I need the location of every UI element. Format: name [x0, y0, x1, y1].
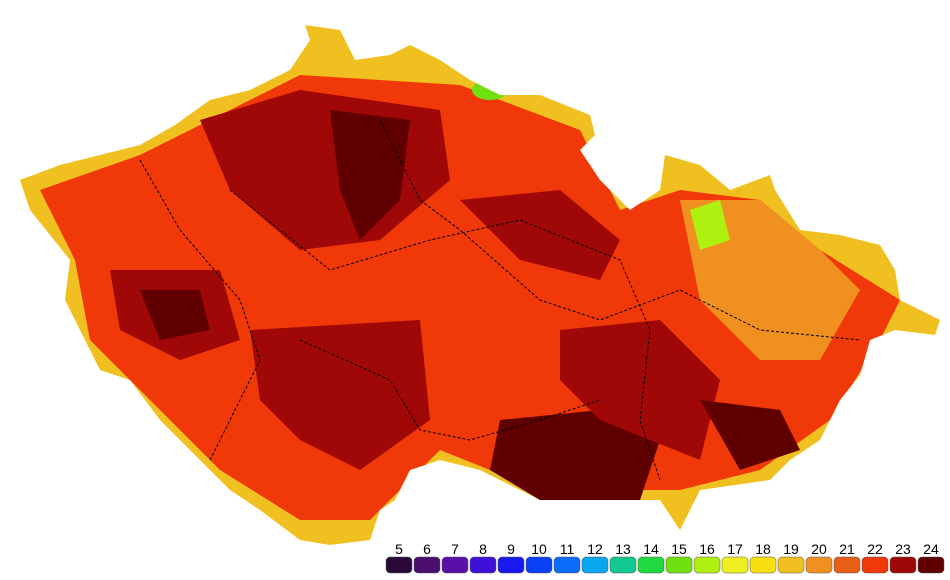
- legend-swatch: [805, 556, 833, 574]
- legend-swatch: [609, 556, 637, 574]
- legend-swatch: [777, 556, 805, 574]
- legend-label: 14: [643, 541, 659, 557]
- legend-swatch: [721, 556, 749, 574]
- region-border: [379, 119, 861, 341]
- legend-label: 21: [839, 541, 855, 557]
- legend-label: 12: [587, 541, 603, 557]
- legend-swatch: [637, 556, 665, 574]
- field-hottest: [330, 110, 410, 240]
- legend-swatch: [693, 556, 721, 574]
- legend-swatch: [749, 556, 777, 574]
- legend-swatch: [553, 556, 581, 574]
- legend-label: 22: [867, 541, 883, 557]
- legend-swatch: [497, 556, 525, 574]
- legend-swatch: [917, 556, 945, 574]
- legend-label: 17: [727, 541, 743, 557]
- legend-swatch: [413, 556, 441, 574]
- region-border: [299, 339, 601, 441]
- legend-swatch: [889, 556, 917, 574]
- legend-label: 18: [755, 541, 771, 557]
- field-hot: [460, 190, 620, 280]
- legend-label: 23: [895, 541, 911, 557]
- field-mountain: [472, 80, 508, 100]
- legend-label: 10: [531, 541, 547, 557]
- legend-swatch: [861, 556, 889, 574]
- legend-swatch: [441, 556, 469, 574]
- legend-swatch: [469, 556, 497, 574]
- legend-label: 7: [451, 541, 459, 557]
- legend-swatch: [525, 556, 553, 574]
- field-hottest: [140, 290, 210, 340]
- region-border: [229, 189, 661, 481]
- region-border: [139, 159, 261, 461]
- legend-label: 20: [811, 541, 827, 557]
- field-hot: [250, 320, 430, 470]
- legend-label: 5: [395, 541, 403, 557]
- legend-swatch: [665, 556, 693, 574]
- legend-swatch: [833, 556, 861, 574]
- legend-swatch: [581, 556, 609, 574]
- legend-label: 24: [923, 541, 939, 557]
- legend: 5 6 7 8 9 10 11 12 13 14 15 16 17 18 19 20 21 22 23 24: [385, 541, 945, 574]
- field-mountain: [690, 200, 730, 250]
- legend-swatch: [385, 556, 413, 574]
- legend-label: 9: [507, 541, 515, 557]
- legend-label: 15: [671, 541, 687, 557]
- legend-label: 16: [699, 541, 715, 557]
- legend-label: 13: [615, 541, 631, 557]
- legend-label: 19: [783, 541, 799, 557]
- legend-label: 6: [423, 541, 431, 557]
- field-hottest: [700, 400, 800, 470]
- field-hottest: [490, 410, 660, 500]
- legend-label: 11: [560, 541, 575, 557]
- field-hot: [560, 320, 720, 460]
- legend-label: 8: [479, 541, 487, 557]
